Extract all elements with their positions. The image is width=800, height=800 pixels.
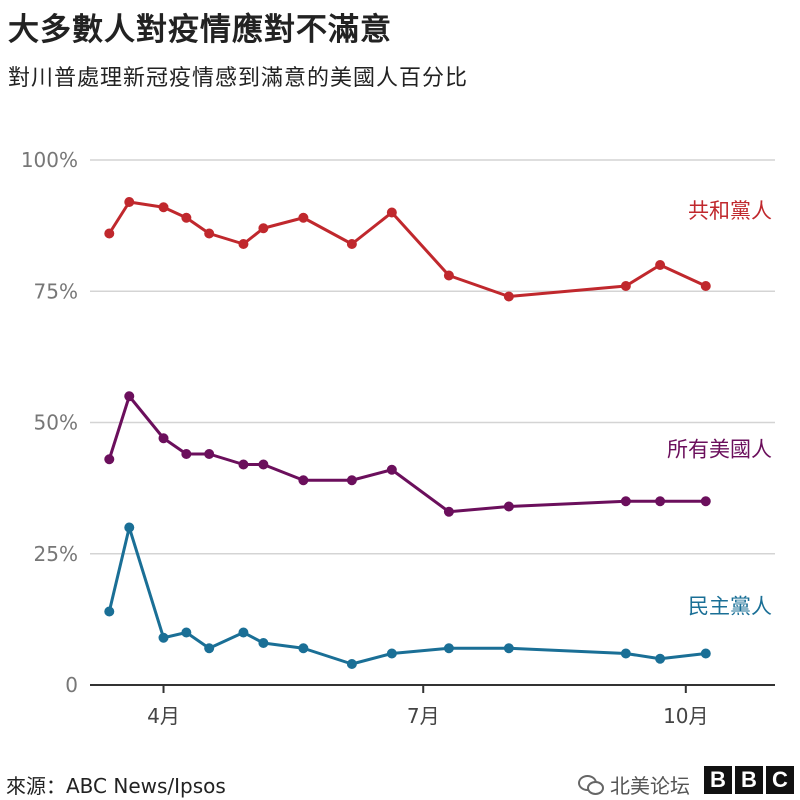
x-tick-label: 10月 [663, 704, 708, 728]
data-point [655, 260, 666, 270]
data-point [204, 228, 215, 239]
series-label: 所有美國人 [667, 437, 772, 461]
data-point [620, 281, 631, 291]
x-tick-label: 7月 [407, 704, 440, 728]
series-line [107, 526, 708, 666]
bbc-logo-letter: B [704, 766, 732, 794]
data-point [700, 281, 711, 291]
data-point [346, 475, 357, 486]
x-tick-label: 4月 [147, 704, 180, 728]
data-point [238, 627, 249, 638]
data-point [181, 449, 192, 459]
data-point [298, 475, 309, 486]
data-point [620, 648, 631, 659]
data-point [298, 212, 309, 223]
data-point [204, 643, 215, 654]
data-point [104, 606, 115, 617]
y-tick-label: 50% [34, 411, 78, 435]
gridlines [90, 159, 775, 686]
source-note: 來源：ABC News/Ipsos [6, 774, 226, 798]
data-point [181, 627, 192, 638]
bbc-logo-letter: B [735, 766, 763, 794]
data-point [503, 291, 514, 302]
data-point [503, 501, 514, 512]
data-point [104, 228, 115, 239]
x-tick-labels: 4月 7月 10月 [147, 685, 709, 728]
bbc-logo-letter: C [766, 766, 794, 794]
data-point [298, 643, 309, 654]
data-point [124, 197, 135, 207]
data-point [386, 207, 397, 218]
data-point [443, 270, 454, 281]
data-point [443, 506, 454, 517]
watermark-text: 北美论坛 [610, 774, 690, 798]
data-point [346, 659, 357, 669]
data-point [386, 464, 397, 475]
data-point [238, 459, 249, 470]
bbc-logo: B B C [704, 766, 794, 794]
y-tick-label: 0 [65, 673, 78, 697]
data-point [346, 239, 357, 249]
chart-title: 大多數人對疫情應對不滿意 [8, 12, 392, 48]
data-point [655, 496, 666, 507]
data-point [443, 643, 454, 654]
data-point [124, 391, 135, 402]
data-point [655, 653, 666, 664]
data-point [238, 239, 249, 249]
wechat-icon [578, 774, 604, 795]
series-label: 共和黨人 [688, 199, 772, 223]
data-point [258, 223, 269, 234]
series-lines [104, 197, 711, 669]
data-point [700, 496, 711, 507]
y-tick-label: 25% [34, 542, 78, 566]
series-label: 民主黨人 [688, 595, 772, 619]
chart-subtitle: 對川普處理新冠疫情感到滿意的美國人百分比 [8, 66, 469, 91]
series-line [107, 200, 708, 298]
data-point [386, 648, 397, 659]
data-point [258, 638, 269, 648]
data-point [124, 522, 135, 533]
y-tick-labels: 0 25% 50% 75% 100% [21, 148, 78, 697]
y-tick-label: 100% [21, 148, 78, 172]
series-line [107, 394, 708, 514]
data-point [258, 459, 269, 470]
watermark: 北美论坛 [578, 770, 690, 799]
data-point [158, 632, 169, 643]
data-point [700, 648, 711, 659]
data-point [620, 496, 631, 507]
data-point [204, 449, 215, 459]
data-point [503, 643, 514, 654]
data-point [158, 433, 169, 444]
data-point [158, 202, 169, 213]
y-tick-label: 75% [34, 279, 78, 303]
data-point [181, 212, 192, 223]
data-point [104, 454, 115, 465]
